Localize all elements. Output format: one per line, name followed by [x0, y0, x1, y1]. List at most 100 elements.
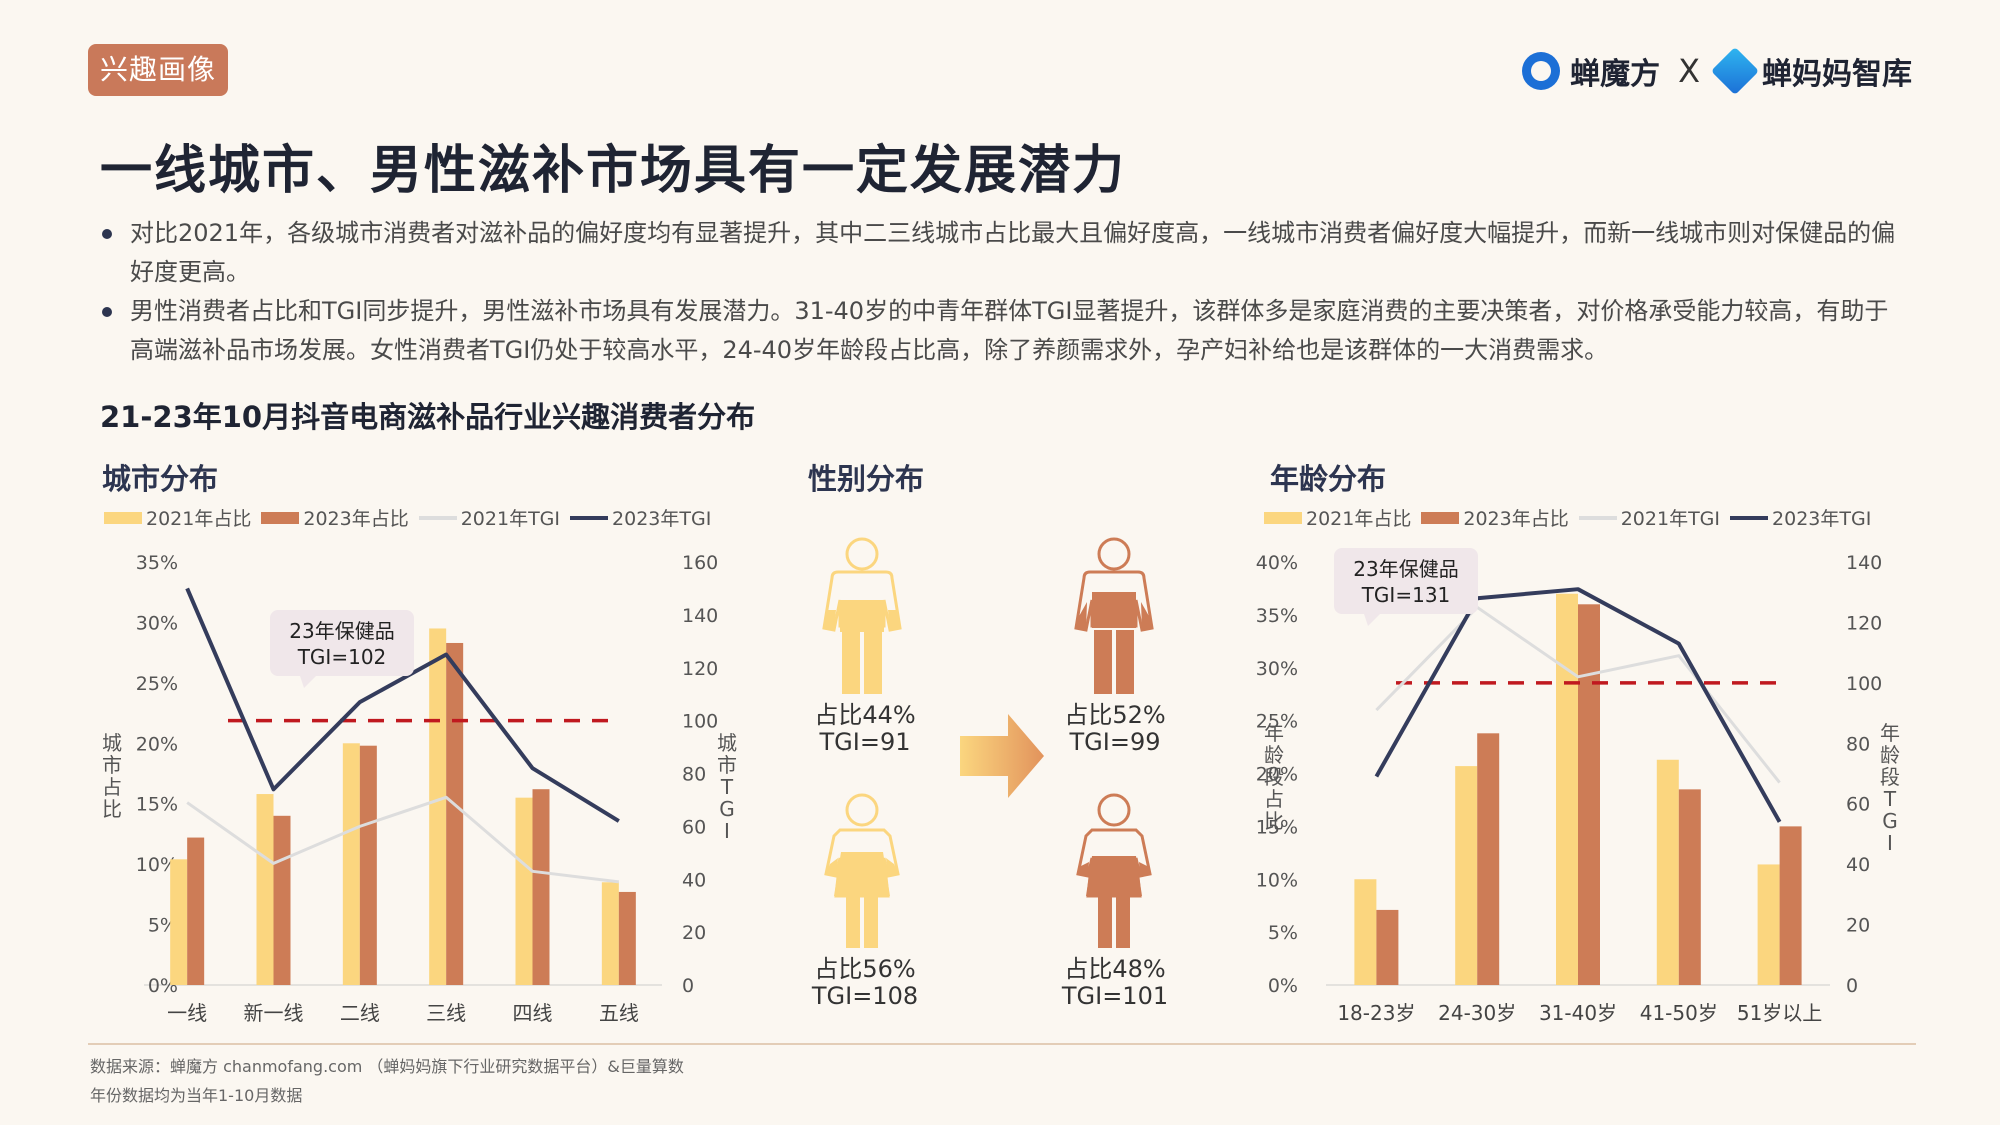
y-tick-label: 25%: [136, 673, 178, 695]
y2-tick-label: 140: [682, 605, 718, 627]
legend-2021-tgi: 2021年TGI: [418, 504, 560, 531]
y-tick-label: 5%: [1268, 922, 1298, 944]
annotation-text: 23年保健品: [289, 619, 394, 643]
female-2021-share: 占比56%: [814, 955, 916, 983]
legend-2023-tgi: 2023年TGI: [1730, 504, 1871, 531]
x-tick-label: 41-50岁: [1640, 1001, 1718, 1025]
brand-left: 蝉魔方: [1570, 57, 1661, 92]
brand-separator: X: [1678, 52, 1700, 90]
x-tick-label: 五线: [599, 1001, 639, 1025]
city-chart: 0%5%10%15%20%25%30%35%020406080100120140…: [102, 552, 737, 1025]
legend-2021-tgi: 2021年TGI: [1578, 504, 1720, 531]
gender-figures: [822, 537, 1154, 948]
bar: [532, 789, 550, 985]
female-2023-icon: [1076, 793, 1152, 948]
y2-tick-label: 80: [682, 764, 706, 786]
bar: [446, 642, 464, 985]
y-tick-label: 35%: [1256, 605, 1298, 627]
x-tick-label: 四线: [513, 1001, 553, 1025]
gender-title: 性别分布: [808, 462, 925, 496]
bar: [618, 891, 636, 985]
legend-2023-tgi: 2023年TGI: [570, 504, 711, 531]
bar: [273, 815, 291, 985]
city-chart-title: 城市分布: [102, 462, 219, 496]
female-2021-icon: [824, 793, 900, 948]
chart-subtitle: 21-23年10月抖音电商滋补品行业兴趣消费者分布: [100, 400, 756, 434]
data-note: 年份数据均为当年1-10月数据: [90, 1086, 303, 1105]
legend-label: 2021年占比: [146, 508, 252, 530]
y2-tick-label: 120: [1846, 612, 1882, 634]
female-2023-tgi: TGI=101: [1061, 982, 1169, 1010]
legend-swatch: [1421, 511, 1460, 524]
bar: [601, 882, 619, 985]
y2-tick-label: 100: [682, 711, 718, 733]
age-legend: 2021年占比 2023年占比 2021年TGI 2023年TGI: [1264, 504, 1877, 531]
tgi-line: [186, 795, 620, 884]
y2-tick-label: 160: [682, 552, 718, 574]
annotation-text: TGI=131: [1361, 583, 1451, 607]
legend-label: 2023年占比: [1463, 508, 1569, 530]
legend-label: 2023年占比: [303, 508, 409, 530]
bar: [1779, 826, 1802, 985]
chanmama-logo-icon: [1710, 46, 1760, 96]
brand-right: 蝉妈妈智库: [1762, 57, 1912, 92]
legend-2023-share: 2023年占比: [1421, 504, 1569, 531]
legend-swatch: [418, 515, 457, 520]
bar: [1556, 593, 1578, 985]
bar: [256, 794, 274, 985]
female-2021-tgi: TGI=108: [811, 982, 919, 1010]
male-2021-label: 占比44% TGI=91: [790, 702, 940, 756]
footer-divider: [88, 1043, 1916, 1045]
page-title: 一线城市、男性滋补市场具有一定发展潜力: [100, 141, 1127, 201]
y2-axis-label: 城市 T G I: [717, 731, 737, 843]
y2-tick-label: 120: [682, 658, 718, 680]
bar: [1757, 864, 1780, 985]
bar: [1376, 909, 1399, 985]
annotation-bubble: [1334, 548, 1478, 626]
bar: [515, 797, 533, 985]
y-axis-label: 城市占比: [102, 731, 122, 821]
male-2021-share: 占比44%: [814, 701, 916, 729]
legend-swatch: [1578, 515, 1617, 520]
y2-tick-label: 0: [682, 975, 694, 997]
bar: [1656, 759, 1679, 985]
x-tick-label: 18-23岁: [1337, 1001, 1415, 1025]
y2-tick-label: 60: [682, 816, 706, 838]
female-2021-label: 占比56% TGI=108: [790, 956, 940, 1010]
bar: [359, 745, 377, 985]
x-tick-label: 51岁以上: [1737, 1001, 1822, 1025]
male-2021-tgi: TGI=91: [819, 728, 911, 756]
chanmofang-logo-icon: [1522, 52, 1561, 90]
age-chart: 0% 5% 10% 15% 20% 25% 30% 35% 40% 0 20 40 60 80 100 120…: [1256, 548, 1900, 1025]
x-tick-label: 31-40岁: [1539, 1001, 1617, 1025]
y2-tick-label: 40: [1846, 854, 1870, 876]
bullet-1: 对比2021年，各级城市消费者对滋补品的偏好度均有显著提升，其中二三线城市占比最…: [100, 214, 1900, 292]
bar: [1578, 604, 1600, 985]
x-tick-label: 二线: [340, 1001, 380, 1025]
x-tick-label: 一线: [167, 1001, 207, 1025]
bar: [1678, 789, 1701, 985]
legend-label: 2021年占比: [1306, 508, 1412, 530]
y-tick-label: 40%: [1256, 552, 1298, 574]
y2-axis-label: 年龄段 T G I: [1880, 721, 1900, 855]
age-chart-title: 年龄分布: [1270, 462, 1387, 496]
bar: [170, 859, 188, 985]
x-tick-label: 新一线: [244, 1001, 304, 1025]
legend-swatch: [104, 511, 142, 524]
female-2023-label: 占比48% TGI=101: [1040, 956, 1190, 1010]
legend-2023-share: 2023年占比: [261, 504, 409, 531]
y2-tick-label: 0: [1846, 975, 1858, 997]
female-2023-share: 占比48%: [1064, 955, 1166, 983]
annotation-bubble: [270, 610, 414, 688]
tgi-line: [1374, 587, 1782, 823]
annotation-text: 23年保健品: [1353, 557, 1458, 581]
city-legend: 2021年占比 2023年占比 2021年TGI 2023年TGI: [104, 504, 717, 531]
brand-logos: 蝉魔方 X 蝉妈妈智库: [1522, 46, 1912, 96]
y-axis-label: 年龄段占比: [1264, 721, 1284, 833]
y2-tick-label: 20: [1846, 915, 1870, 937]
arrow-icon: [960, 714, 1044, 798]
y2-tick-label: 40: [682, 869, 706, 891]
legend-swatch: [1730, 515, 1769, 520]
annotation-text: TGI=102: [297, 645, 387, 669]
bar: [1354, 879, 1377, 985]
